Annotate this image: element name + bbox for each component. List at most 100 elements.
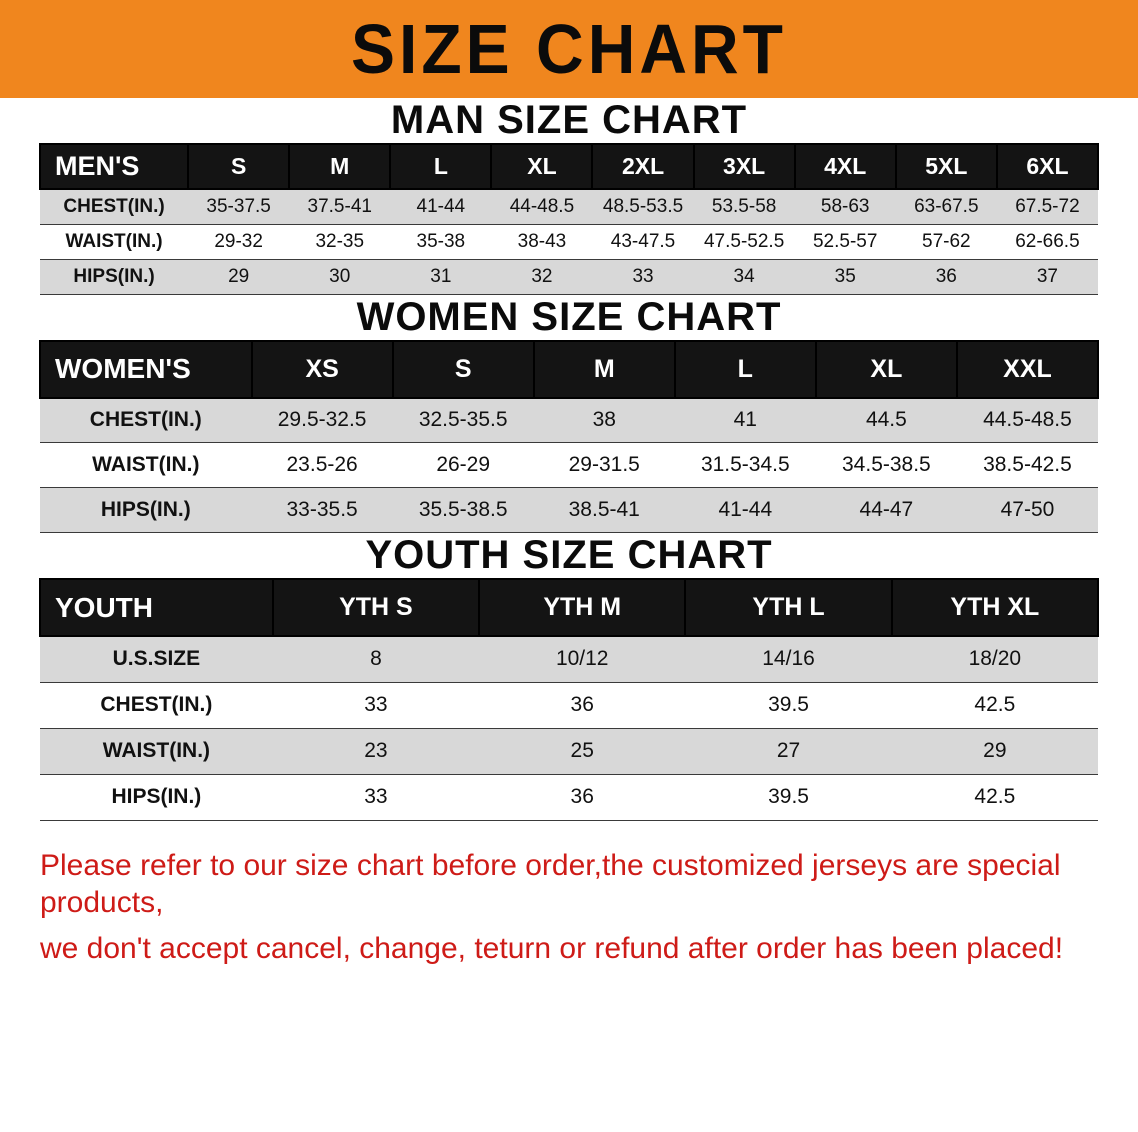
youth-size-chart-section: YOUTH SIZE CHART YOUTH YTH S YTH M YTH L YTH… — [0, 533, 1138, 821]
man-size-chart-section: MAN SIZE CHART MEN'S S M L XL 2XL 3XL 4XL 5XL 6XL… — [0, 98, 1138, 295]
size-value: 23.5-26 — [251, 442, 393, 488]
row-label: CHEST(IN.) — [40, 397, 252, 443]
size-value: 8 — [272, 635, 480, 683]
women-size-table: WOMEN'S XS S M L XL XXL CHEST(IN.) 29.5-32.5 32.5… — [39, 339, 1100, 533]
men-size-table: MEN'S S M L XL 2XL 3XL 4XL 5XL 6XL CHEST(IN.) 35-37… — [38, 143, 1100, 295]
size-value: 48.5-53.5 — [592, 188, 694, 225]
size-value: 33 — [272, 681, 480, 729]
page-title: SIZE CHART — [351, 10, 787, 88]
size-value: 57-62 — [895, 223, 997, 260]
size-value: 29-32 — [188, 223, 290, 260]
table-row: CHEST(IN.) 33 36 39.5 42.5 — [40, 681, 1098, 729]
table-row: CHEST(IN.) 35-37.5 37.5-41 41-44 44-48.5 48.5… — [40, 188, 1098, 225]
size-column-header: L — [673, 339, 817, 399]
size-value: 29-31.5 — [533, 442, 675, 488]
size-column-header: XXL — [955, 339, 1100, 399]
size-value: 37.5-41 — [289, 188, 391, 225]
size-column-header: 2XL — [591, 143, 695, 190]
size-value: 32 — [491, 258, 593, 295]
row-label: HIPS(IN.) — [40, 258, 189, 295]
size-value: 47-50 — [956, 487, 1098, 533]
size-value: 29 — [891, 727, 1098, 775]
row-label: WAIST(IN.) — [40, 442, 252, 488]
size-value: 30 — [289, 258, 391, 295]
disclaimer-line-1: Please refer to our size chart before or… — [40, 848, 1061, 920]
size-column-header: YTH XL — [890, 578, 1100, 637]
table-row: U.S.SIZE 8 10/12 14/16 18/20 — [40, 635, 1098, 683]
row-label: CHEST(IN.) — [40, 188, 189, 225]
size-value: 35-38 — [390, 223, 492, 260]
size-value: 38 — [533, 397, 675, 443]
size-column-header: M — [532, 339, 676, 399]
size-value: 36 — [895, 258, 997, 295]
size-value: 38.5-42.5 — [956, 442, 1098, 488]
row-label: WAIST(IN.) — [40, 727, 273, 775]
row-label: HIPS(IN.) — [40, 773, 273, 821]
table-row: HIPS(IN.) 29 30 31 32 33 34 35 36 37 — [40, 258, 1098, 295]
size-value: 42.5 — [891, 773, 1098, 821]
size-value: 33-35.5 — [251, 487, 393, 533]
size-value: 44-47 — [815, 487, 957, 533]
size-value: 41-44 — [390, 188, 492, 225]
women-size-chart-heading: WOMEN SIZE CHART — [356, 294, 782, 339]
table-row: WAIST(IN.) 23 25 27 29 — [40, 727, 1098, 775]
size-value: 37 — [996, 258, 1098, 295]
table-row: WAIST(IN.) 29-32 32-35 35-38 38-43 43-47.5 47.… — [40, 223, 1098, 260]
size-chart-page: SIZE CHART MAN SIZE CHART MEN'S S M L XL 2XL 3… — [0, 0, 1138, 968]
size-value: 31.5-34.5 — [674, 442, 816, 488]
size-value: 53.5-58 — [693, 188, 795, 225]
youth-size-table: YOUTH YTH S YTH M YTH L YTH XL U.S.SIZE 8 10/12… — [39, 578, 1100, 821]
size-value: 36 — [479, 681, 686, 729]
size-column-header: 5XL — [894, 143, 998, 190]
size-column-header: YTH S — [271, 578, 481, 637]
size-column-header: 6XL — [995, 143, 1100, 190]
man-size-chart-heading: MAN SIZE CHART — [390, 98, 748, 142]
size-value: 63-67.5 — [895, 188, 997, 225]
disclaimer-line-2: we don't accept cancel, change, teturn o… — [40, 931, 1064, 965]
size-value: 52.5-57 — [794, 223, 896, 260]
banner: SIZE CHART — [0, 0, 1138, 98]
size-value: 29 — [188, 258, 290, 295]
table-header-row: MEN'S S M L XL 2XL 3XL 4XL 5XL 6XL — [38, 143, 1100, 190]
disclaimer: Please refer to our size chart before or… — [40, 847, 1118, 968]
table-title-cell: YOUTH — [39, 578, 274, 637]
size-value: 44.5 — [815, 397, 957, 443]
size-value: 25 — [479, 727, 686, 775]
size-value: 35-37.5 — [188, 188, 290, 225]
size-value: 32-35 — [289, 223, 391, 260]
size-value: 67.5-72 — [996, 188, 1098, 225]
size-value: 38.5-41 — [533, 487, 675, 533]
size-value: 44-48.5 — [491, 188, 593, 225]
size-value: 62-66.5 — [996, 223, 1098, 260]
size-value: 41-44 — [674, 487, 816, 533]
table-header-row: YOUTH YTH S YTH M YTH L YTH XL — [39, 578, 1100, 637]
youth-size-chart-heading: YOUTH SIZE CHART — [365, 533, 773, 577]
size-value: 42.5 — [891, 681, 1098, 729]
size-value: 23 — [272, 727, 480, 775]
table-header-row: WOMEN'S XS S M L XL XXL — [39, 339, 1100, 399]
size-value: 58-63 — [794, 188, 896, 225]
table-title-cell: MEN'S — [38, 143, 190, 190]
size-column-header: XL — [490, 143, 594, 190]
size-value: 10/12 — [479, 635, 686, 683]
size-value: 38-43 — [491, 223, 593, 260]
row-label: U.S.SIZE — [40, 635, 273, 683]
size-column-header: YTH L — [684, 578, 893, 637]
size-value: 18/20 — [891, 635, 1098, 683]
size-value: 34 — [693, 258, 795, 295]
size-value: 33 — [272, 773, 480, 821]
size-value: 39.5 — [685, 773, 892, 821]
size-column-header: XL — [814, 339, 958, 399]
women-size-chart-section: WOMEN SIZE CHART WOMEN'S XS S M L XL XXL CHEST(… — [0, 294, 1138, 533]
size-value: 43-47.5 — [592, 223, 694, 260]
size-value: 41 — [674, 397, 816, 443]
size-value: 44.5-48.5 — [956, 397, 1098, 443]
size-value: 39.5 — [685, 681, 892, 729]
size-column-header: XS — [250, 339, 394, 399]
table-row: HIPS(IN.) 33 36 39.5 42.5 — [40, 773, 1098, 821]
row-label: WAIST(IN.) — [40, 223, 189, 260]
size-value: 26-29 — [392, 442, 534, 488]
size-column-header: L — [389, 143, 493, 190]
row-label: CHEST(IN.) — [40, 681, 273, 729]
size-value: 14/16 — [685, 635, 892, 683]
